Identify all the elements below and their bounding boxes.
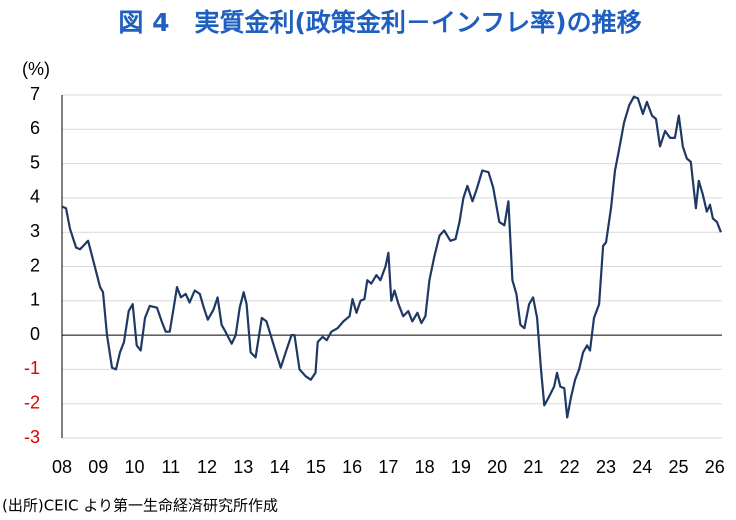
x-tick-label: 16 (342, 457, 362, 477)
source-note: (出所)CEIC より第一生命経済研究所作成 (2, 497, 278, 515)
y-axis-label: (%) (22, 59, 50, 79)
y-tick-label: 3 (30, 221, 40, 241)
x-tick-label: 10 (125, 457, 145, 477)
x-tick-label: 18 (415, 457, 435, 477)
x-tick-label: 22 (560, 457, 580, 477)
y-tick-label: -2 (24, 392, 40, 412)
x-tick-label: 14 (270, 457, 290, 477)
y-tick-label: 7 (30, 84, 40, 104)
y-tick-label: 4 (30, 187, 40, 207)
x-tick-label: 21 (523, 457, 543, 477)
x-tick-label: 15 (306, 457, 326, 477)
x-tick-label: 20 (487, 457, 507, 477)
y-tick-label: -1 (24, 358, 40, 378)
x-tick-label: 08 (52, 457, 72, 477)
x-tick-label: 26 (705, 457, 725, 477)
y-tick-label: 6 (30, 118, 40, 138)
y-tick-label: -3 (24, 427, 40, 447)
y-tick-label: 2 (30, 255, 40, 275)
x-tick-label: 24 (632, 457, 652, 477)
y-tick-label: 0 (30, 324, 40, 344)
data-line (61, 95, 722, 419)
x-tick-label: 11 (161, 457, 180, 477)
x-tick-label: 12 (197, 457, 217, 477)
x-tick-label: 25 (668, 457, 688, 477)
chart-title: 図 4 実質金利(政策金利－インフレ率)の推移 (118, 8, 641, 37)
x-tick-label: 19 (451, 457, 471, 477)
y-tick-label: 5 (30, 152, 40, 172)
y-tick-label: 1 (30, 290, 40, 310)
x-tick-label: 23 (596, 457, 616, 477)
x-tick-label: 13 (233, 457, 253, 477)
x-tick-label: 17 (378, 457, 398, 477)
x-tick-label: 09 (88, 457, 108, 477)
